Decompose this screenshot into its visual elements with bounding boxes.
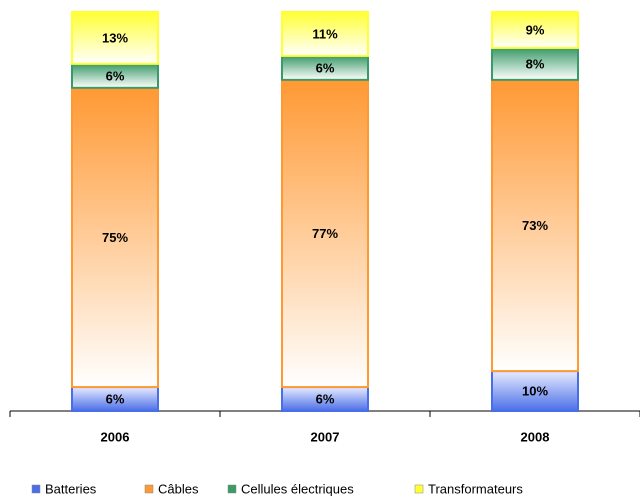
legend-label: Cellules électriques xyxy=(241,481,354,496)
bar-segment xyxy=(71,86,159,389)
bar-segment xyxy=(491,11,579,49)
x-tick-label: 2008 xyxy=(521,429,550,444)
bar-segment xyxy=(281,11,369,57)
legend-swatch xyxy=(31,484,41,494)
legend-swatch xyxy=(144,484,154,494)
data-label: 13% xyxy=(102,30,128,45)
legend-swatch xyxy=(414,484,424,494)
bar-segment xyxy=(491,78,579,373)
bar-segment xyxy=(491,370,579,413)
legend-label: Câbles xyxy=(158,481,199,496)
legend-label: Transformateurs xyxy=(428,481,523,496)
data-label: 11% xyxy=(312,26,338,41)
data-label: 75% xyxy=(102,230,128,245)
legend-swatch xyxy=(227,484,237,494)
legend-label: Batteries xyxy=(45,481,97,496)
data-label: 6% xyxy=(106,391,125,406)
data-label: 9% xyxy=(526,22,545,37)
data-label: 10% xyxy=(522,383,548,398)
data-label: 73% xyxy=(522,218,548,233)
bar-segment xyxy=(71,11,159,65)
data-label: 8% xyxy=(526,56,545,71)
x-tick-label: 2006 xyxy=(101,429,130,444)
data-label: 6% xyxy=(316,60,335,75)
data-label: 6% xyxy=(106,68,125,83)
bar-segment xyxy=(281,78,369,389)
data-label: 6% xyxy=(316,391,335,406)
data-label: 77% xyxy=(312,226,338,241)
x-tick-label: 2007 xyxy=(311,429,340,444)
